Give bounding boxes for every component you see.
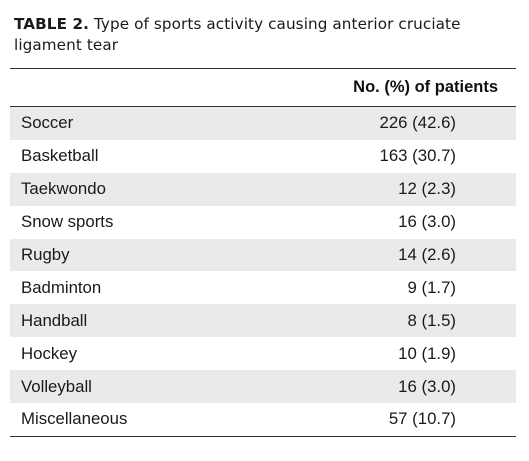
sport-cell: Badminton [21, 277, 102, 297]
table-row: Soccer 226 (42.6) [10, 107, 516, 140]
table-row: Rugby 14 (2.6) [10, 238, 516, 272]
sport-cell: Hockey [21, 343, 77, 363]
sport-cell: Miscellaneous [21, 409, 128, 429]
patients-cell: 16 (3.0) [398, 376, 456, 396]
sport-cell: Basketball [21, 146, 99, 166]
sport-cell: Rugby [21, 245, 70, 264]
patients-cell: 226 (42.6) [379, 113, 457, 133]
sport-cell: Soccer [21, 113, 74, 133]
table-row: Taekwondo 12 (2.3) [10, 172, 516, 206]
patients-cell: 12 (2.3) [398, 179, 456, 199]
table-row: Basketball 163 (30.7) [10, 140, 516, 173]
patients-cell: 14 (2.6) [398, 245, 456, 264]
table-row: Miscellaneous 57 (10.7) [10, 403, 516, 436]
sports-table: TABLE 2. Type of sports activity causing… [10, 14, 516, 437]
patients-cell: 16 (3.0) [398, 212, 456, 232]
patients-cell: 10 (1.9) [398, 343, 456, 363]
patients-cell: 8 (1.5) [407, 310, 456, 330]
sport-cell: Volleyball [21, 376, 92, 396]
table-header-row: No. (%) of patients [10, 69, 516, 107]
table-title: Type of sports activity causing anterior… [14, 15, 461, 54]
sport-cell: Handball [21, 310, 88, 330]
table-label: TABLE 2. [14, 15, 89, 33]
patients-cell: 57 (10.7) [388, 409, 456, 429]
table-row: Volleyball 16 (3.0) [10, 370, 516, 404]
top-rule [10, 68, 516, 69]
column-header-patients: No. (%) of patients [353, 78, 498, 96]
table-caption: TABLE 2. Type of sports activity causing… [10, 14, 516, 56]
patients-cell: 9 (1.7) [407, 277, 456, 297]
table-row: Hockey 10 (1.9) [10, 337, 516, 370]
table-row: Snow sports 16 (3.0) [10, 206, 516, 239]
bottom-rule [10, 435, 516, 437]
sport-cell: Taekwondo [21, 179, 106, 199]
sport-cell: Snow sports [21, 212, 114, 232]
patients-cell: 163 (30.7) [379, 146, 457, 166]
table-row: Handball 8 (1.5) [10, 304, 516, 338]
table-row: Badminton 9 (1.7) [10, 271, 516, 304]
